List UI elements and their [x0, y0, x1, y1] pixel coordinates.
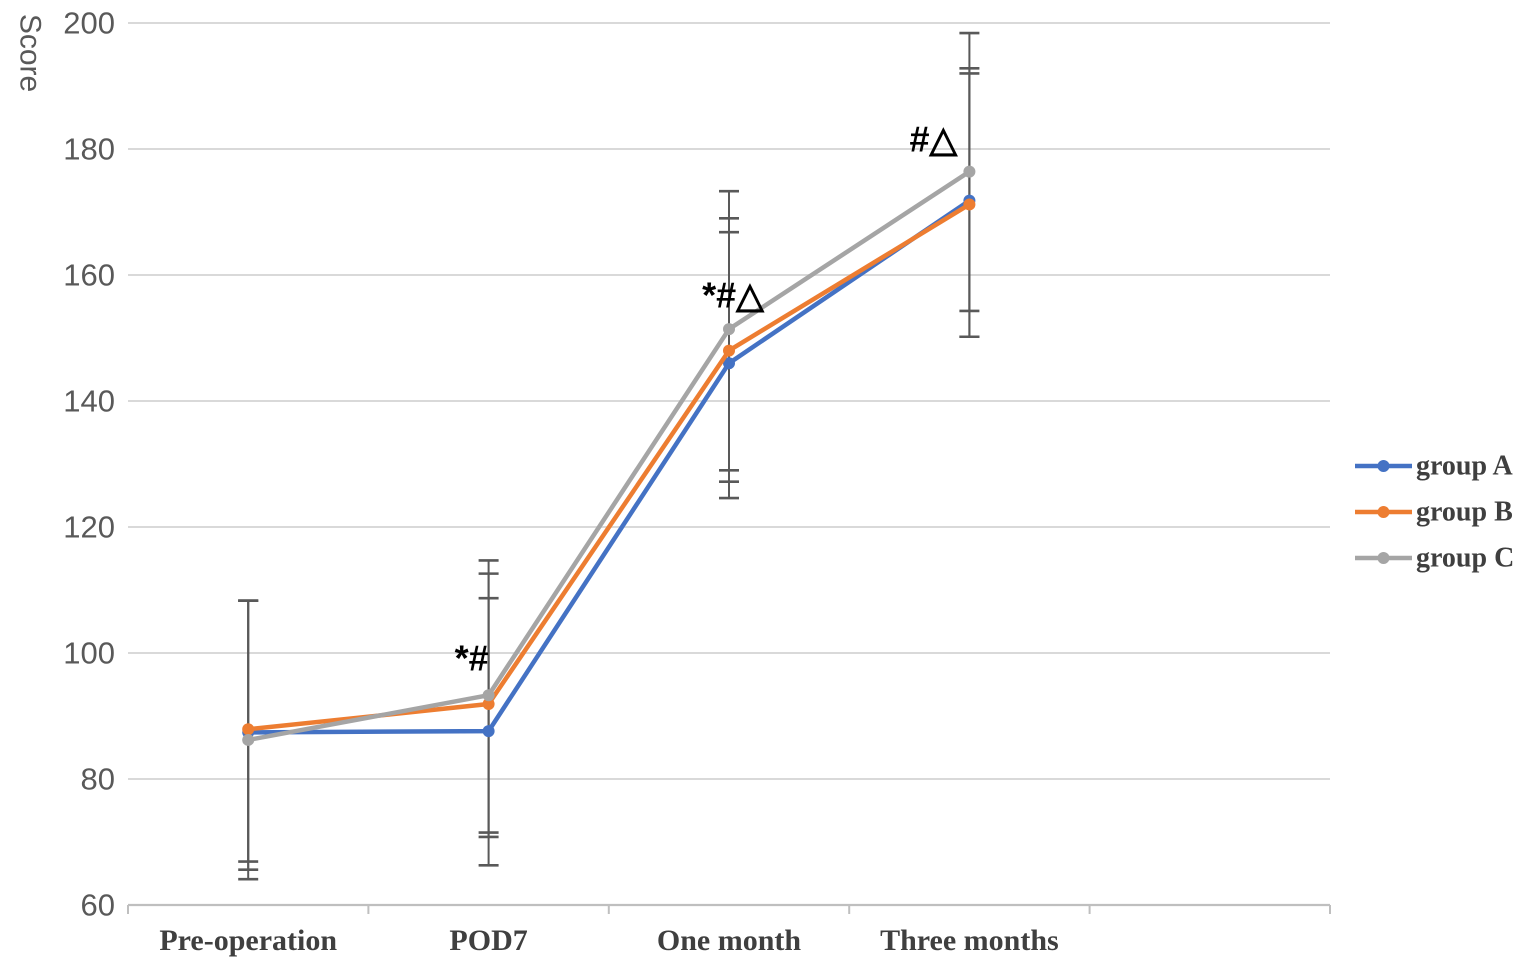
legend-label: group A [1416, 451, 1514, 482]
legend-marker [1377, 552, 1390, 564]
data-point-group-C [482, 689, 495, 702]
data-point-group-A [482, 725, 495, 738]
data-point-group-B [723, 344, 735, 357]
series-line-group-A [245, 198, 972, 735]
x-tick-label: Three months [880, 924, 1059, 957]
data-point-group-C [963, 165, 976, 178]
series-line-group-C [245, 169, 972, 743]
data-point-group-B [963, 198, 976, 211]
data-point-group-A [723, 357, 735, 370]
legend-label: group C [1416, 543, 1514, 574]
y-tick-label: 180 [63, 132, 115, 167]
x-tick-label: Pre-operation [159, 924, 337, 957]
y-tick-label: 60 [81, 888, 115, 923]
series-line-group-B [245, 202, 972, 732]
legend-marker [1377, 460, 1390, 472]
data-point-group-C [242, 733, 255, 746]
data-point-group-B [482, 698, 495, 711]
y-tick-label: 120 [63, 510, 115, 545]
x-tick-label: One month [657, 924, 802, 957]
data-point-group-B [242, 723, 255, 736]
significance-annotation: #△ [910, 118, 959, 159]
legend-label: group B [1416, 497, 1513, 528]
significance-annotation: *# [455, 638, 489, 679]
legend-marker [1377, 506, 1390, 518]
x-tick-label: POD7 [449, 924, 527, 957]
y-tick-label: 140 [63, 384, 115, 419]
y-tick-label: 160 [63, 258, 115, 293]
y-axis-title: Score [14, 14, 47, 92]
y-tick-label: 80 [81, 762, 115, 797]
significance-annotation: *#△ [702, 275, 765, 316]
y-tick-label: 100 [63, 636, 115, 671]
data-point-group-C [723, 323, 735, 336]
y-tick-label: 200 [63, 6, 115, 41]
